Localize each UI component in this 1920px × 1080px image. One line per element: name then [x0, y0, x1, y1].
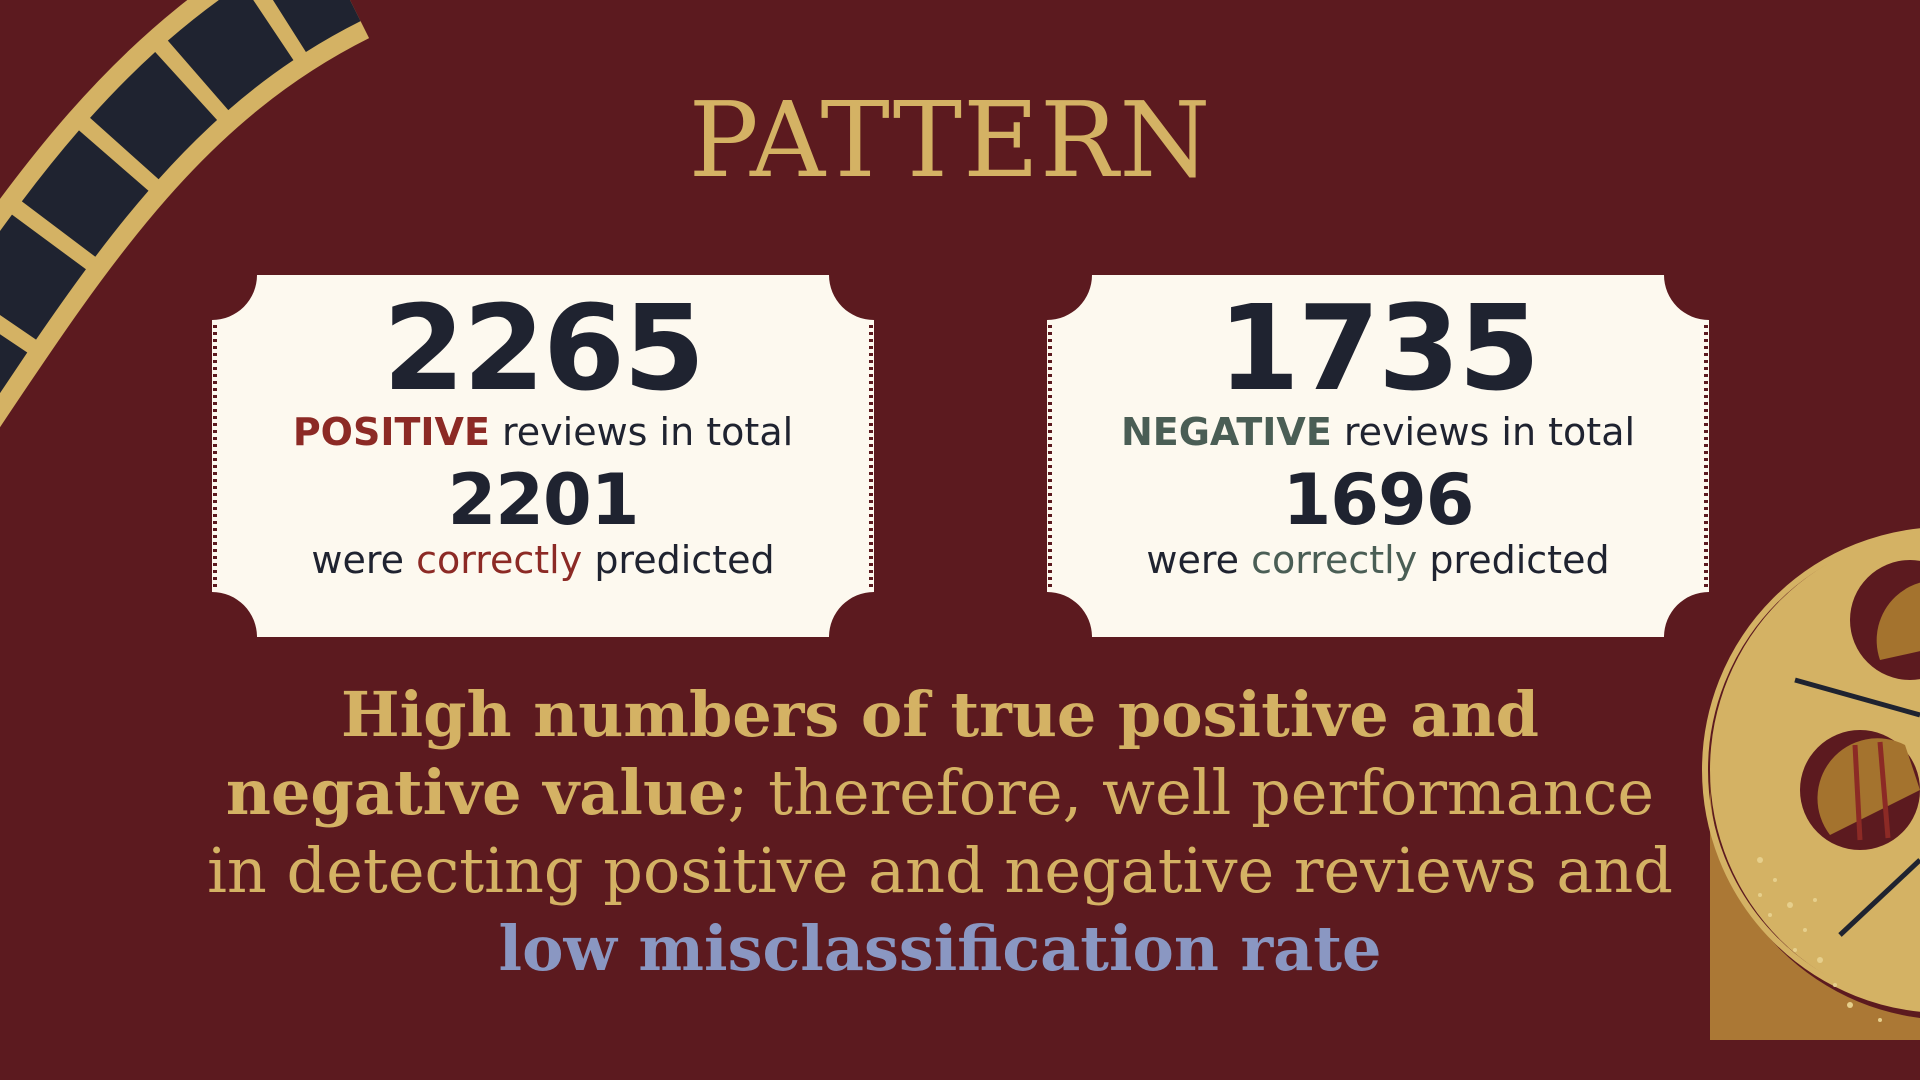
negative-total: 1735 — [1217, 279, 1540, 417]
negative-total-suffix: reviews in total — [1331, 410, 1636, 454]
film-strip-icon — [0, 0, 370, 428]
negative-predicted: predicted — [1417, 537, 1610, 582]
positive-correct-caption: were correctly predicted — [212, 537, 874, 585]
summary-part2: ; therefore, well performance in detecti… — [207, 756, 1673, 907]
ticket-shape — [212, 275, 874, 637]
negative-ticket: 1735 NEGATIVE reviews in total 1696 were… — [1047, 275, 1709, 637]
ticket-shape — [1047, 275, 1709, 637]
positive-total-suffix: reviews in total — [489, 410, 794, 454]
negative-total-caption: NEGATIVE reviews in total — [1047, 409, 1709, 457]
positive-correctly: correctly — [416, 537, 583, 582]
negative-correct-caption: were correctly predicted — [1047, 537, 1709, 585]
positive-predicted: predicted — [582, 537, 775, 582]
summary-part3: low misclassification rate — [498, 912, 1382, 985]
summary-text: High numbers of true positive and negati… — [200, 676, 1680, 988]
summary-part1: High numbers of true positive and negati… — [225, 678, 1539, 829]
positive-ticket: 2265 POSITIVE reviews in total 2201 were… — [212, 275, 874, 637]
positive-total-caption: POSITIVE reviews in total — [212, 409, 874, 457]
negative-keyword: NEGATIVE — [1120, 410, 1332, 454]
negative-correct: 1696 — [1282, 458, 1475, 541]
negative-correctly: correctly — [1251, 537, 1418, 582]
positive-total: 2265 — [382, 279, 705, 417]
negative-were: were — [1146, 537, 1252, 582]
positive-were: were — [311, 537, 417, 582]
positive-correct: 2201 — [447, 458, 640, 541]
positive-keyword: POSITIVE — [292, 410, 490, 454]
page-title: PATTERN — [688, 79, 1212, 201]
